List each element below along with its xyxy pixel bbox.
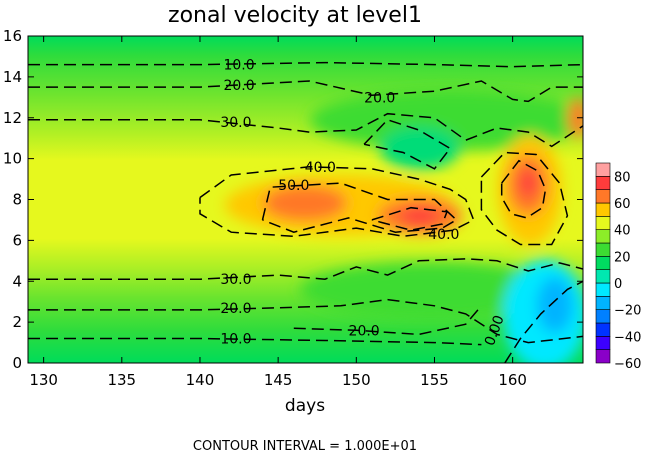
x-tick-label: 160 [498,371,527,389]
colorbar-label: 60 [614,197,631,212]
contour-line-20 [363,118,452,170]
colorbar-band [595,282,611,297]
colorbar-band [595,189,611,204]
contour-label: 40.0 [305,160,336,176]
colorbar-label: 40 [614,224,631,239]
field-patch-core [400,207,440,225]
x-axis: 130 135 140 145 150 155 160 [29,36,527,389]
contour-lines [28,61,583,363]
contour-label: 30.0 [220,115,251,131]
contour-label: 10.0 [220,331,251,347]
velocity-field [28,36,583,363]
y-tick-label: 12 [3,109,22,127]
x-tick-label: 145 [264,371,293,389]
contour-line-20 [293,305,482,336]
colorbar-band [595,269,611,284]
contour-label: 20.0 [364,90,395,106]
colorbar-band [595,229,611,244]
field-patch-green-lower [300,262,560,318]
colorbar-label: −60 [614,357,641,372]
y-tick-label: 6 [12,231,22,249]
contour-label: 10.0 [223,58,254,74]
contour-label: 50.0 [278,178,309,194]
colorbar-band [595,242,611,257]
field-patch-cyan-inner [537,277,573,333]
y-tick-label: 8 [12,191,22,209]
contour-interval-note: CONTOUR INTERVAL = 1.000E+01 [193,439,417,454]
y-tick-label: 4 [12,272,22,290]
colorbar-band [595,336,611,350]
contour-label: 20.0 [223,78,254,94]
x-tick-label: 135 [107,371,136,389]
colorbar-label: 80 [614,170,631,185]
colorbar-label: 20 [614,250,631,265]
contour-label: 20.0 [349,323,380,339]
colorbar: 80 60 40 20 0 −20 −40 −60 [595,162,641,372]
contour-label: 20.0 [220,301,251,317]
contour-line-10 [28,61,583,68]
colorbar-band [595,202,611,217]
contour-label: 30.0 [220,272,251,288]
field-patch-red-jet-west [263,185,347,221]
contour-labels: 10.0 20.0 20.0 30.0 40.0 50.0 40.0 30.0 20.0 20.0… [220,58,507,348]
colorbar-band [595,216,611,230]
y-axis: 0 2 4 6 8 10 12 14 16 [3,27,583,372]
contour-line-0 [504,280,583,363]
y-tick-label: 16 [3,27,22,45]
y-tick-label: 2 [12,313,22,331]
contour-line-60 [371,206,449,231]
x-tick-label: 150 [342,371,371,389]
colorbar-label: −20 [614,304,641,319]
contour-line-30 [28,258,583,280]
contour-line-50 [261,182,458,233]
field-patch-green-upper-right [310,90,583,150]
contour-line-40 [480,151,569,246]
field-patch-east-core [519,169,537,197]
colorbar-band [595,322,611,337]
colorbar-label: 0 [614,277,622,292]
colorbar-band [595,296,611,310]
field-patch-edge-orange [568,98,583,138]
colorbar-band [595,176,611,190]
colorbar-label: −40 [614,330,641,345]
contour-line-20 [28,80,583,103]
y-tick-label: 10 [3,150,22,168]
contour-line-40 [199,166,475,238]
contour-line-20 [28,298,583,344]
chart-title: zonal velocity at level1 [168,3,422,28]
x-tick-label: 130 [29,371,58,389]
y-tick-label: 0 [12,354,22,372]
contour-label: 40.0 [428,227,459,243]
field-patch-teal-mid [380,126,460,170]
y-tick-label: 14 [3,68,22,86]
contour-line-10 [28,337,482,346]
x-tick-label: 155 [420,371,449,389]
colorbar-band [595,349,611,364]
contour-line-50 [500,159,547,219]
x-tick-label: 140 [186,371,215,389]
colorbar-band [595,256,611,270]
colorbar-band [595,162,611,177]
contour-line-30 [28,112,583,148]
x-axis-label: days [285,396,325,416]
colorbar-band [595,309,611,324]
